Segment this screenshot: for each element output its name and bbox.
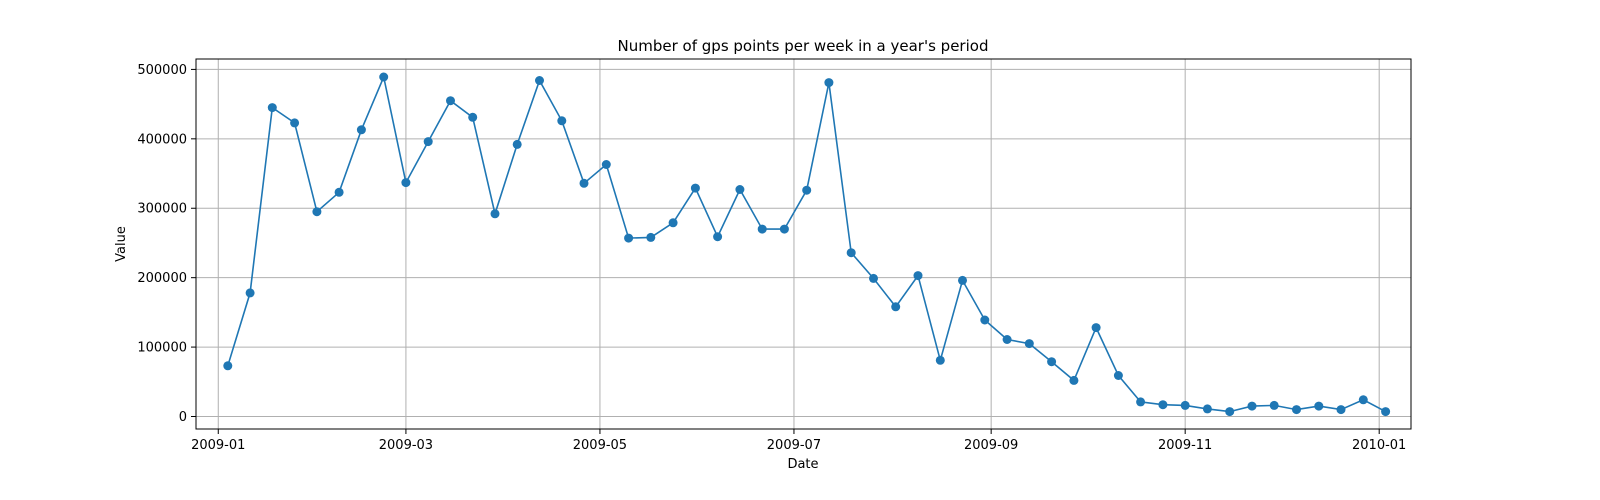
x-tick-label: 2009-07 bbox=[767, 438, 821, 453]
data-point bbox=[490, 209, 500, 219]
data-point bbox=[1024, 339, 1034, 349]
x-axis-title: Date bbox=[787, 457, 818, 472]
data-point bbox=[1381, 407, 1391, 417]
data-point bbox=[802, 185, 812, 195]
data-point bbox=[1091, 323, 1101, 333]
x-tick-label: 2009-05 bbox=[573, 438, 627, 453]
data-point bbox=[1314, 401, 1324, 411]
data-point bbox=[1047, 357, 1057, 367]
data-point bbox=[869, 273, 878, 283]
data-point bbox=[401, 178, 411, 188]
data-point bbox=[779, 224, 789, 234]
data-point bbox=[668, 218, 678, 228]
data-point bbox=[245, 288, 255, 298]
plot-frame bbox=[195, 58, 1412, 430]
data-point bbox=[713, 232, 723, 242]
y-axis: 0 100000 200000 300000 400000 500000 bbox=[137, 63, 196, 425]
y-tick-label: 400000 bbox=[137, 132, 187, 147]
x-tick-label: 2010-01 bbox=[1352, 438, 1406, 453]
data-point bbox=[757, 224, 767, 234]
data-point bbox=[846, 248, 856, 258]
data-point bbox=[334, 187, 344, 197]
data-point bbox=[579, 178, 589, 188]
data-point bbox=[535, 76, 544, 85]
data-point bbox=[958, 275, 967, 285]
data-point bbox=[290, 118, 300, 128]
series-line bbox=[227, 74, 1386, 413]
data-point bbox=[1225, 407, 1235, 417]
y-tick-label: 200000 bbox=[137, 271, 187, 286]
data-point bbox=[1202, 404, 1212, 414]
data-point bbox=[891, 302, 901, 312]
data-point bbox=[1158, 400, 1168, 410]
data-point bbox=[468, 112, 478, 122]
data-point bbox=[1336, 405, 1346, 415]
data-point bbox=[1136, 397, 1146, 407]
data-point bbox=[1113, 371, 1123, 380]
data-point bbox=[624, 233, 634, 243]
data-point bbox=[735, 185, 745, 194]
data-point bbox=[1069, 375, 1079, 385]
y-axis-title: Value bbox=[114, 226, 129, 262]
grid-lines bbox=[196, 59, 1411, 429]
x-tick-label: 2009-09 bbox=[964, 438, 1018, 453]
data-point bbox=[557, 116, 567, 126]
data-point bbox=[446, 96, 455, 106]
x-axis: 2009-01 2009-03 2009-05 2009-07 2009-09 2009-… bbox=[191, 429, 1406, 453]
data-point bbox=[356, 125, 366, 135]
chart-title: Number of gps points per week in a year'… bbox=[618, 37, 989, 55]
data-point bbox=[935, 355, 945, 365]
x-tick-label: 2009-11 bbox=[1158, 438, 1212, 453]
data-point bbox=[1247, 401, 1257, 411]
y-tick-label: 500000 bbox=[137, 63, 187, 78]
data-point bbox=[312, 207, 322, 217]
data-point bbox=[423, 137, 433, 147]
y-tick-label: 0 bbox=[179, 410, 187, 425]
data-point bbox=[379, 72, 389, 82]
data-point bbox=[512, 139, 522, 149]
data-point bbox=[1180, 400, 1190, 410]
data-point bbox=[601, 160, 611, 169]
data-point bbox=[1292, 405, 1301, 415]
y-tick-label: 100000 bbox=[137, 341, 187, 356]
x-tick-label: 2009-01 bbox=[191, 438, 245, 453]
data-point bbox=[1358, 395, 1368, 405]
data-point bbox=[824, 78, 834, 88]
data-point bbox=[267, 103, 277, 113]
data-point bbox=[223, 361, 233, 371]
data-point bbox=[980, 315, 990, 325]
data-point bbox=[1002, 335, 1012, 344]
data-point bbox=[1269, 400, 1279, 410]
data-point bbox=[913, 271, 923, 281]
y-tick-label: 300000 bbox=[137, 202, 187, 217]
data-point bbox=[646, 232, 656, 242]
data-point bbox=[690, 183, 700, 193]
x-tick-label: 2009-03 bbox=[379, 438, 433, 453]
series-layer bbox=[223, 72, 1391, 417]
